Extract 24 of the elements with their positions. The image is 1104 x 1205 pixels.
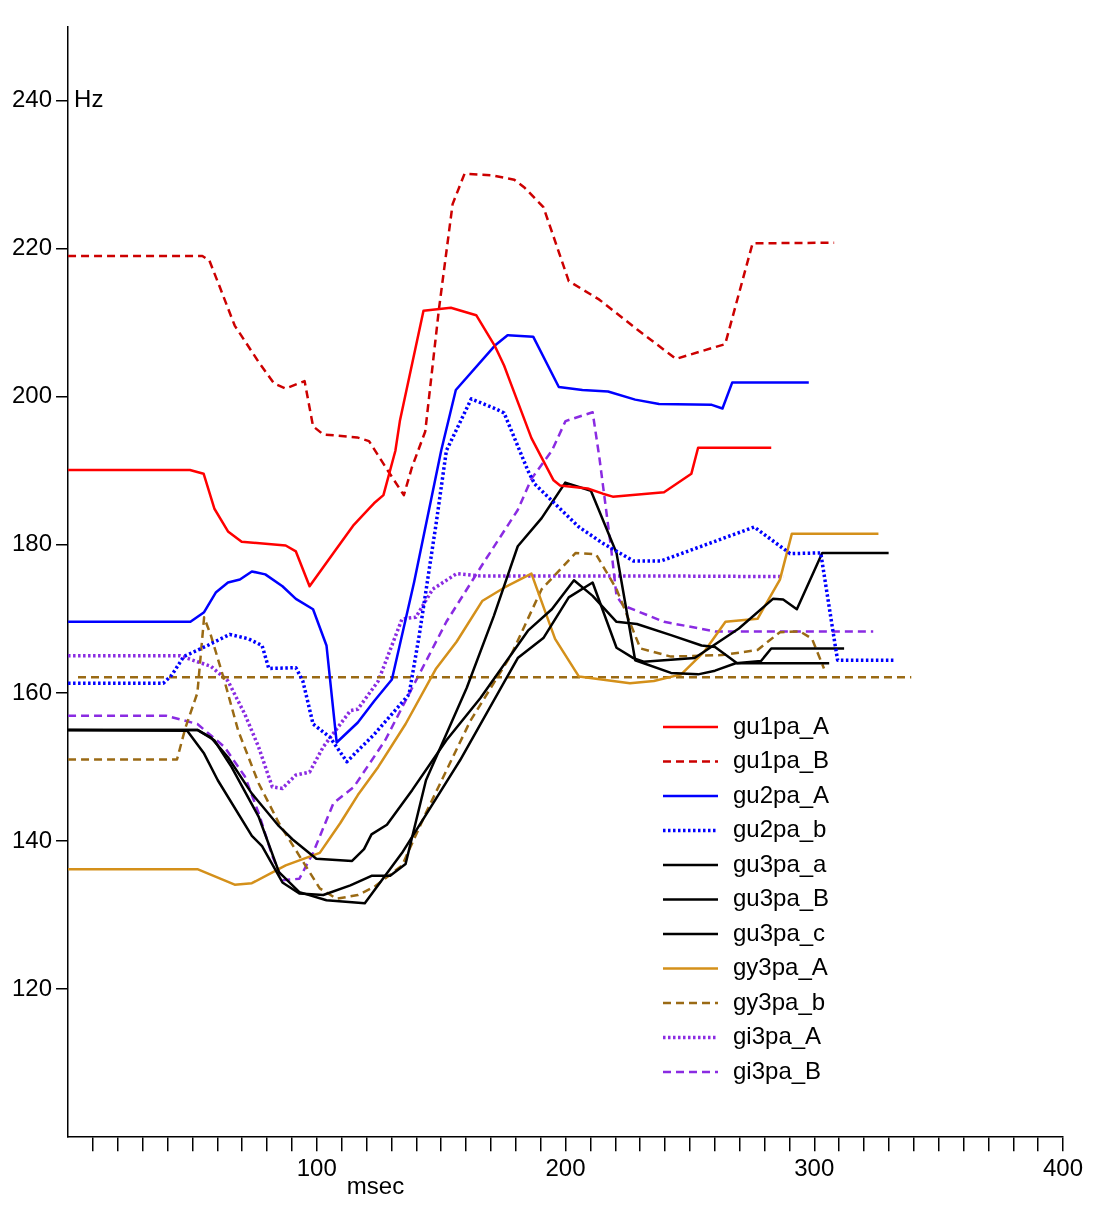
y-tick-label: 200 xyxy=(12,381,53,409)
legend-label: gu2pa_b xyxy=(733,815,827,843)
y-tick-label: 220 xyxy=(12,233,53,261)
legend-label: gu3pa_c xyxy=(733,918,826,946)
legend-label: gu3pa_B xyxy=(733,884,830,912)
y-axis-title: Hz xyxy=(74,85,104,113)
x-axis-title: msec xyxy=(346,1171,405,1199)
legend-label: gi3pa_A xyxy=(733,1022,822,1050)
legend-label: gy3pa_b xyxy=(733,987,826,1015)
x-tick-label: 400 xyxy=(1042,1154,1084,1182)
legend-label: gu2pa_A xyxy=(733,780,830,808)
legend-label: gu1pa_A xyxy=(733,711,830,739)
x-tick-label: 300 xyxy=(794,1154,835,1182)
legend-label: gy3pa_A xyxy=(733,953,828,981)
y-tick-label: 240 xyxy=(12,85,53,113)
x-tick-label: 100 xyxy=(296,1154,337,1182)
y-tick-label: 160 xyxy=(12,677,53,705)
x-tick-label: 200 xyxy=(545,1154,586,1182)
y-tick-label: 120 xyxy=(12,973,53,1001)
legend-label: gi3pa_B xyxy=(733,1056,822,1084)
legend-label: gu1pa_B xyxy=(733,746,830,774)
legend-label: gu3pa_a xyxy=(733,849,828,877)
y-tick-label: 180 xyxy=(12,529,53,557)
y-tick-label: 140 xyxy=(12,825,53,853)
